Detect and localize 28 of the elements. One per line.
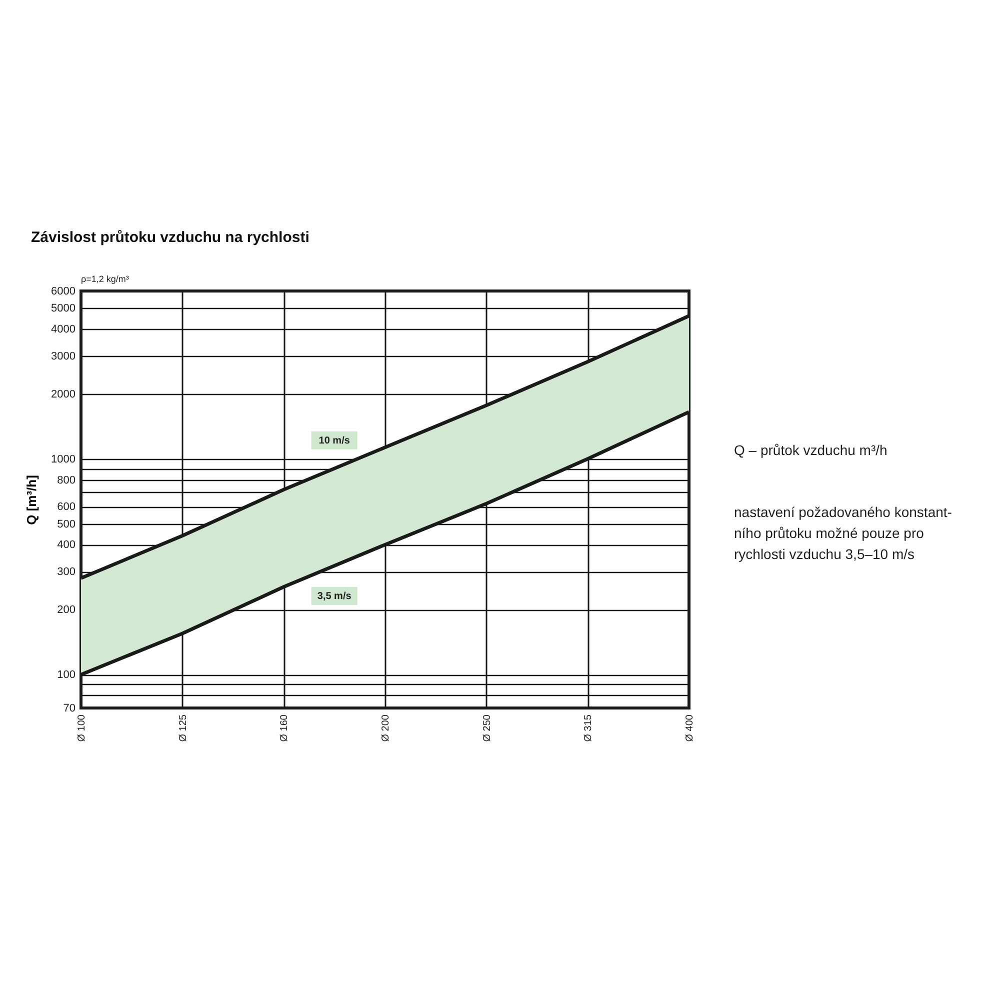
chart-title: Závislost průtoku vzduchu na rychlosti bbox=[31, 229, 310, 246]
y-tick-label: 6000 bbox=[51, 286, 76, 298]
y-tick-label: 800 bbox=[57, 474, 76, 486]
y-axis-title: Q [m³/h] bbox=[24, 475, 40, 525]
y-tick-label: 400 bbox=[57, 539, 76, 552]
y-tick-label: 200 bbox=[57, 604, 76, 616]
y-tick-label: 300 bbox=[57, 566, 76, 578]
y-tick-label: 2000 bbox=[51, 388, 76, 400]
y-tick-label: 100 bbox=[57, 669, 76, 682]
x-tick-label: Ø 200 bbox=[380, 714, 392, 742]
y-tick-label: 500 bbox=[57, 518, 76, 530]
x-tick-label: Ø 100 bbox=[76, 714, 88, 742]
y-tick-label: 70 bbox=[63, 702, 76, 714]
series-label: 10 m/s bbox=[318, 435, 350, 446]
series-label: 3,5 m/s bbox=[317, 590, 352, 602]
text: ρ=1,2 kg/m³ bbox=[81, 274, 129, 284]
x-tick-label: Ø 400 bbox=[684, 714, 696, 742]
y-tick-label: 600 bbox=[57, 501, 76, 514]
y-tick-label: 1000 bbox=[51, 453, 76, 466]
x-tick-label: Ø 125 bbox=[178, 714, 189, 742]
x-tick-label: Ø 315 bbox=[583, 714, 594, 742]
y-tick-label: 3000 bbox=[51, 350, 76, 362]
y-tick-label: 4000 bbox=[51, 323, 76, 336]
y-tick-label: 5000 bbox=[51, 302, 76, 315]
x-tick-label: Ø 160 bbox=[279, 714, 290, 742]
x-tick-label: Ø 250 bbox=[482, 714, 493, 742]
text: Q – průtok vzduchu m³/h bbox=[734, 442, 888, 458]
text: nastavení požadovaného konstant- ního průtoku možné pouze pro rychlosti vzduchu 3,5–10 m/s bbox=[734, 504, 952, 562]
